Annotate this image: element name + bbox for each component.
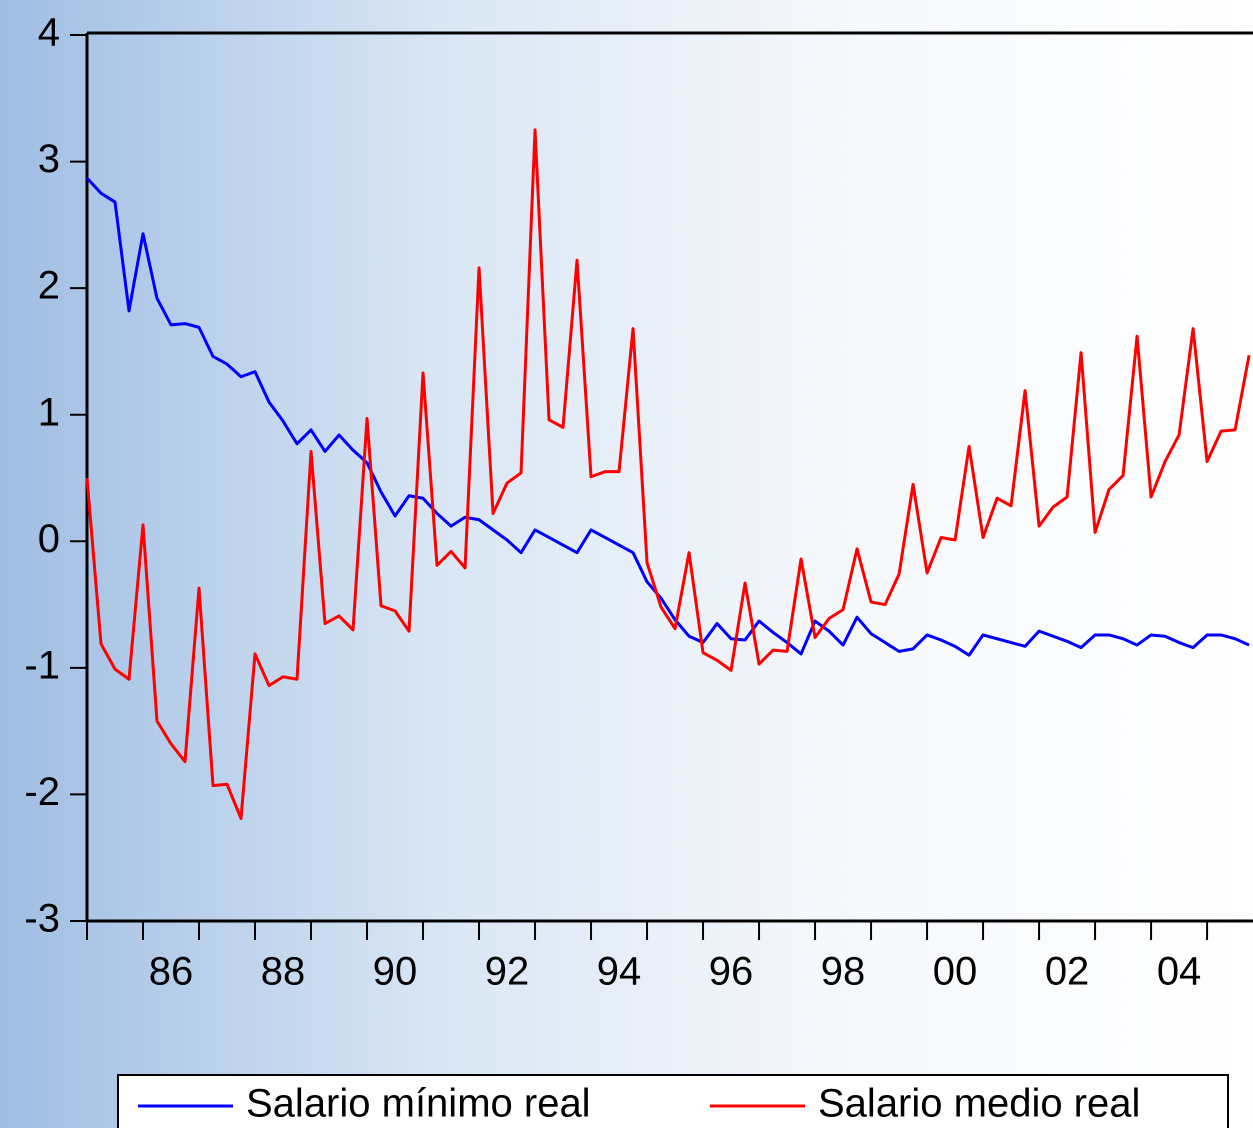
x-tick-label: 92 (485, 950, 530, 994)
y-tick-label: 1 (38, 390, 60, 434)
x-tick-label: 96 (709, 950, 754, 994)
x-tick-label: 04 (1157, 950, 1202, 994)
x-tick-label: 98 (821, 950, 866, 994)
x-tick-label: 00 (933, 950, 978, 994)
x-tick-label: 86 (149, 950, 194, 994)
legend-box (117, 1074, 1229, 1128)
legend-label: Salario medio real (818, 1082, 1140, 1126)
y-tick-label: 0 (38, 517, 60, 561)
y-tick-label: -1 (24, 643, 60, 687)
x-tick-label: 90 (373, 950, 418, 994)
x-tick-label: 94 (597, 950, 642, 994)
legend-label: Salario mínimo real (246, 1082, 591, 1126)
series-line (85, 128, 1251, 820)
x-tick-label: 02 (1045, 950, 1090, 994)
x-tick-label: 88 (261, 950, 306, 994)
y-tick-label: -3 (24, 897, 60, 941)
series-line (85, 177, 1250, 657)
y-tick-label: 2 (38, 264, 60, 308)
y-tick-label: -2 (24, 770, 60, 814)
y-tick-label: 3 (38, 137, 60, 181)
y-tick-label: 4 (38, 11, 60, 55)
